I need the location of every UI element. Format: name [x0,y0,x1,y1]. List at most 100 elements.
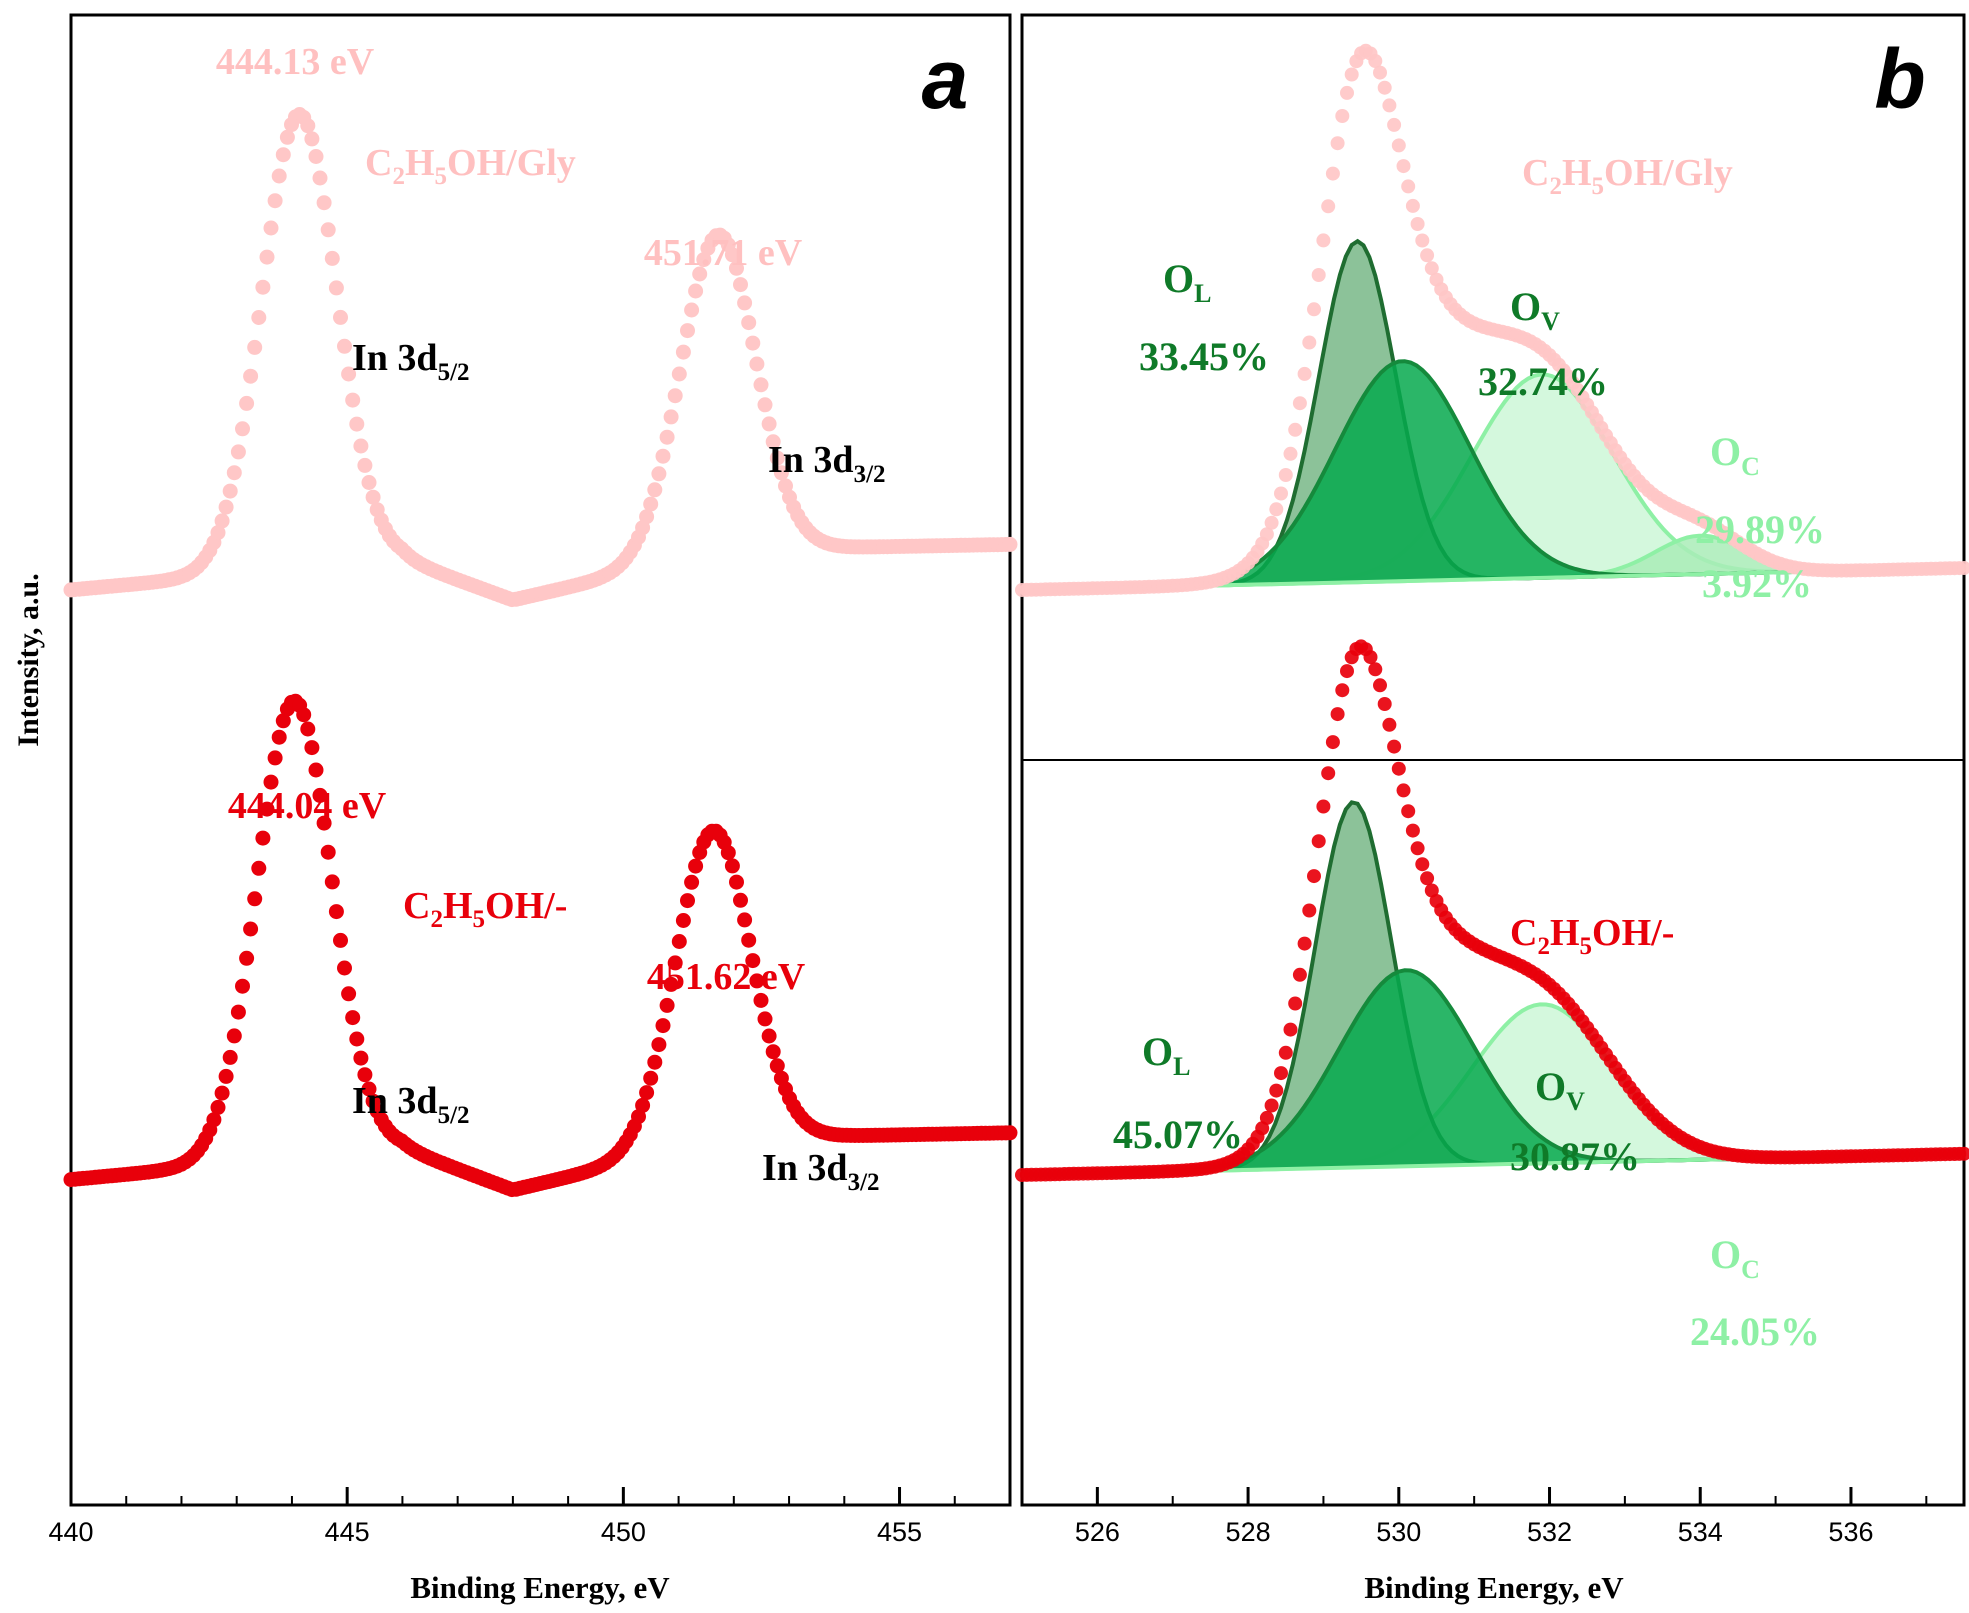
tick-label: 450 [601,1517,646,1547]
data-point [275,147,291,163]
data-point [1957,1146,1969,1161]
data-point [667,955,683,971]
data-point [337,960,352,976]
data-point [226,465,242,481]
data-point [218,1068,234,1084]
tick-label: 528 [1226,1517,1271,1547]
component-extra-area [1022,535,1964,590]
b-minus-ov-label: OV [1535,1064,1585,1116]
data-point [761,416,777,432]
data-point [1424,883,1439,898]
data-point [1387,739,1402,754]
component-OV-area [1022,970,1964,1175]
data-point [1302,335,1317,350]
data-point [230,1004,246,1020]
data-point [1373,678,1387,693]
data-point [1283,1022,1298,1037]
panel-b-minus-points [1015,639,1969,1182]
data-point [308,762,324,778]
panel-b-x-axis-label: Binding Energy, eV [1364,1570,1624,1605]
y-axis-label: Intensity, a.u. [12,573,45,746]
tick-label: 440 [48,1517,93,1547]
data-point [749,356,765,372]
data-point [757,397,773,413]
data-point [1396,159,1411,174]
data-point [1340,85,1354,100]
data-point [1415,857,1430,872]
data-point [316,195,332,211]
data-point [757,1011,773,1027]
data-point [345,392,361,408]
data-point [300,721,316,737]
data-point [1292,967,1307,982]
data-point [247,339,263,355]
data-point [218,499,234,515]
data-point [222,483,238,499]
data-point [647,1054,663,1070]
data-point [353,1050,369,1066]
b-minus-sample-label: C2H5OH/- [1510,912,1674,960]
data-point [279,129,295,145]
data-point [296,707,312,723]
data-point [349,1031,365,1047]
data-point [1405,823,1420,838]
data-point [769,1058,785,1074]
data-point [663,976,679,992]
data-point [635,1097,651,1113]
a-gly-in3d32-label: In 3d3/2 [768,439,886,488]
data-point [267,750,283,766]
data-point [724,858,740,874]
b-gly-extra-percent: 3.92% [1702,561,1812,606]
data-point [1344,67,1359,82]
data-point [1264,515,1279,530]
data-point [720,845,736,861]
data-point [655,1018,671,1034]
data-point [263,220,279,236]
data-point [749,973,765,989]
data-point [733,892,748,908]
data-point [1307,302,1321,317]
data-point [671,934,687,949]
tick-label: 526 [1075,1517,1120,1547]
data-point [745,953,761,969]
a-minus-peak1-label: 444.04 eV [228,785,387,827]
data-point [324,250,340,266]
data-point [761,1028,777,1044]
data-point [361,475,377,490]
data-point [230,444,246,460]
data-point [773,465,789,481]
data-point [651,466,667,482]
data-point [267,193,283,209]
data-point [275,713,291,729]
data-point [724,247,740,263]
b-gly-ol-percent: 33.45% [1139,334,1269,379]
data-point [643,1070,659,1086]
data-point [1316,799,1331,814]
data-point [659,997,675,1013]
data-point [1415,233,1430,248]
data-point [1325,735,1340,750]
data-point [1424,261,1439,276]
panel-b-gly-points [1015,43,1969,597]
data-point [312,170,328,186]
b-gly-oc-percent: 29.89% [1695,507,1825,552]
data-point [1420,871,1435,886]
data-point [243,368,259,384]
a-gly-in3d52-label: In 3d5/2 [352,337,470,386]
data-point [1283,446,1298,461]
data-point [1278,468,1293,482]
data-point [333,932,348,948]
data-point [688,858,704,874]
b-gly-oc-label: OC [1710,429,1760,481]
data-point [745,335,761,351]
data-point [316,815,332,831]
data-point [1396,783,1411,798]
data-point [1321,199,1336,214]
data-point [1288,996,1303,1011]
data-point [235,978,250,994]
tick-label: 455 [877,1517,922,1547]
data-point [1377,80,1392,95]
data-point [1957,561,1969,575]
data-point [365,489,381,505]
a-minus-in3d32-label: In 3d3/2 [762,1147,880,1196]
